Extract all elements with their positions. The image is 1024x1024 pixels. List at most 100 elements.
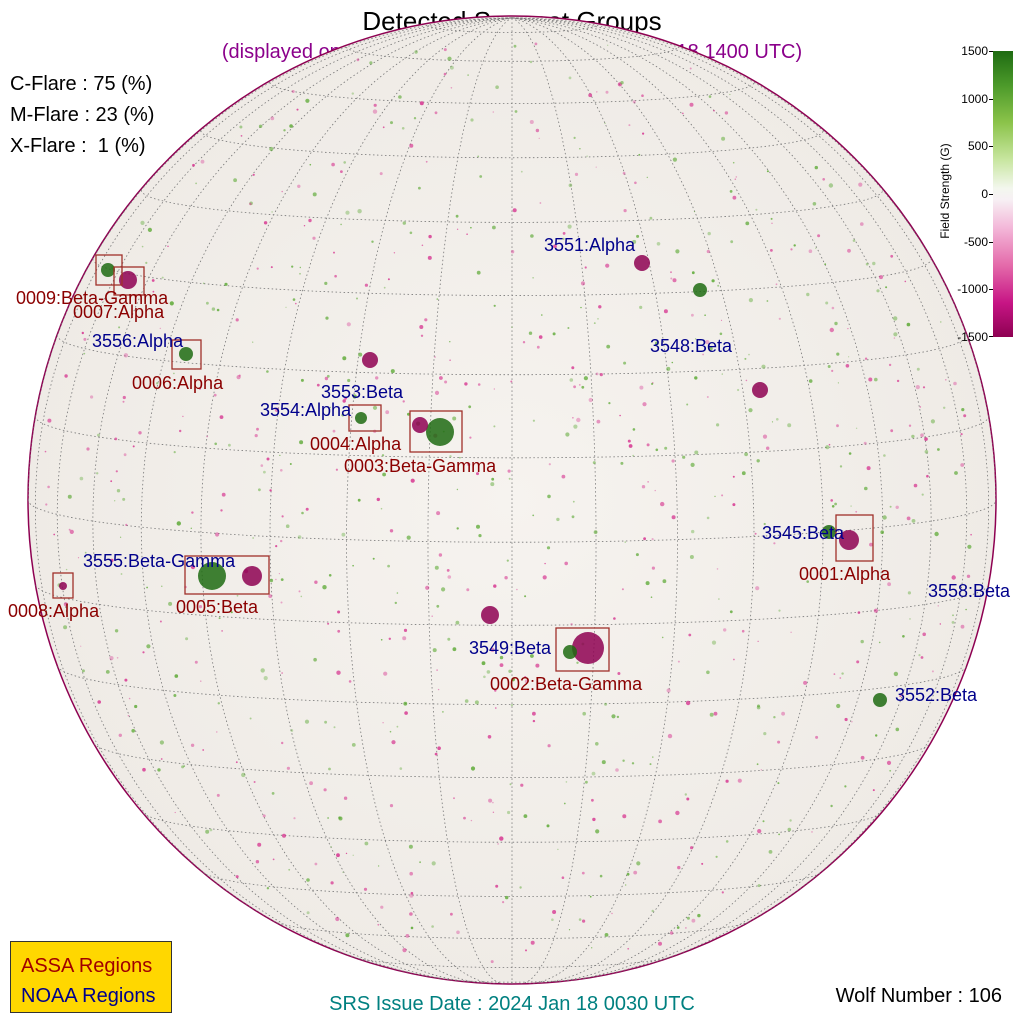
region-box-0001[interactable]: [835, 514, 874, 562]
magnetic-speckle: [757, 704, 760, 708]
magnetic-speckle: [127, 715, 130, 717]
magnetic-speckle: [624, 541, 626, 543]
magnetic-speckle: [658, 819, 662, 824]
magnetic-speckle: [256, 427, 259, 431]
magnetic-speckle: [213, 393, 217, 397]
magnetic-speckle: [860, 222, 864, 226]
magnetic-speckle: [563, 802, 566, 805]
magnetic-speckle: [595, 166, 597, 168]
magnetic-speckle: [428, 234, 432, 239]
magnetic-speckle: [604, 933, 609, 937]
magnetic-speckle: [338, 816, 343, 821]
magnetic-speckle: [371, 240, 374, 243]
magnetic-speckle: [706, 396, 709, 398]
magnetic-speckle: [116, 657, 119, 659]
magnetic-speckle: [732, 161, 735, 164]
magnetic-speckle: [582, 711, 586, 716]
magnetic-speckle: [217, 702, 220, 705]
magnetic-speckle: [950, 595, 953, 597]
magnetic-speckle: [790, 631, 792, 633]
magnetic-speckle: [532, 514, 535, 517]
magnetic-speckle: [926, 474, 929, 478]
magnetic-speckle: [579, 148, 581, 150]
magnetic-speckle: [141, 245, 144, 248]
magnetic-speckle: [793, 244, 796, 247]
magnetic-speckle: [893, 337, 896, 339]
magnetic-speckle: [352, 564, 354, 567]
magnetic-speckle: [414, 50, 418, 54]
magnetic-speckle: [573, 385, 576, 389]
magnetic-speckle: [532, 719, 536, 723]
magnetic-speckle: [911, 519, 916, 523]
magnetic-speckle: [766, 446, 770, 450]
magnetic-speckle: [303, 225, 306, 227]
magnetic-speckle: [815, 247, 817, 249]
magnetic-speckle: [666, 688, 671, 693]
region-box-0007[interactable]: [113, 266, 145, 296]
magnetic-speckle: [922, 386, 926, 389]
magnetic-speckle: [228, 443, 231, 447]
magnetic-speckle: [889, 505, 892, 508]
magnetic-speckle: [632, 100, 636, 104]
magnetic-speckle: [410, 926, 414, 930]
magnetic-speckle: [439, 376, 443, 380]
magnetic-speckle: [346, 322, 351, 327]
magnetic-speckle: [831, 505, 835, 508]
magnetic-speckle: [84, 551, 87, 554]
magnetic-speckle: [670, 277, 673, 280]
active-region-blob: [412, 417, 428, 433]
region-box-0003[interactable]: [409, 410, 463, 453]
magnetic-speckle: [523, 814, 528, 818]
region-box-0008[interactable]: [52, 572, 74, 599]
magnetic-speckle: [524, 595, 527, 598]
magnetic-speckle: [425, 585, 430, 590]
magnetic-speckle: [841, 672, 844, 675]
magnetic-speckle: [831, 306, 835, 310]
magnetic-speckle: [691, 918, 696, 923]
magnetic-speckle: [641, 485, 646, 489]
magnetic-speckle: [488, 798, 493, 803]
magnetic-speckle: [830, 804, 833, 808]
magnetic-speckle: [671, 361, 674, 364]
magnetic-speckle: [122, 395, 126, 400]
magnetic-speckle: [140, 220, 145, 225]
magnetic-speckle: [304, 719, 310, 724]
region-box-0004[interactable]: [348, 404, 382, 432]
magnetic-speckle: [421, 244, 424, 247]
magnetic-speckle: [766, 300, 769, 302]
magnetic-speckle: [90, 395, 94, 399]
magnetic-speckle: [142, 651, 145, 654]
region-box-0006[interactable]: [171, 339, 202, 370]
magnetic-speckle: [330, 881, 334, 885]
magnetic-speckle: [409, 871, 414, 876]
magnetic-speckle: [145, 261, 148, 264]
magnetic-speckle: [280, 601, 283, 604]
magnetic-speckle: [110, 558, 114, 563]
magnetic-speckle: [507, 469, 511, 473]
region-box-0009[interactable]: [95, 254, 123, 286]
magnetic-speckle: [598, 305, 602, 309]
magnetic-speckle: [803, 680, 808, 685]
magnetic-speckle: [960, 624, 965, 629]
magnetic-speckle: [664, 446, 668, 450]
colorbar-tickmark: [989, 146, 993, 147]
magnetic-speckle: [495, 707, 497, 709]
magnetic-speckle: [266, 457, 270, 461]
magnetic-speckle: [806, 580, 809, 583]
magnetic-speckle: [64, 374, 68, 378]
magnetic-speckle: [252, 537, 254, 539]
region-box-0002[interactable]: [555, 627, 610, 672]
magnetic-speckle: [224, 282, 228, 286]
magnetic-speckle: [583, 376, 589, 381]
magnetic-speckle: [573, 136, 576, 139]
magnetic-speckle: [434, 356, 436, 358]
region-box-0005[interactable]: [184, 555, 270, 595]
magnetic-speckle: [390, 458, 393, 461]
magnetic-speckle: [812, 202, 817, 206]
magnetic-speckle: [260, 464, 264, 467]
magnetic-speckle: [309, 781, 313, 786]
magnetic-speckle: [676, 926, 680, 929]
noaa-label-3554: 3554:Alpha: [260, 400, 352, 420]
magnetic-speckle: [888, 363, 892, 367]
magnetic-speckle: [706, 249, 710, 254]
